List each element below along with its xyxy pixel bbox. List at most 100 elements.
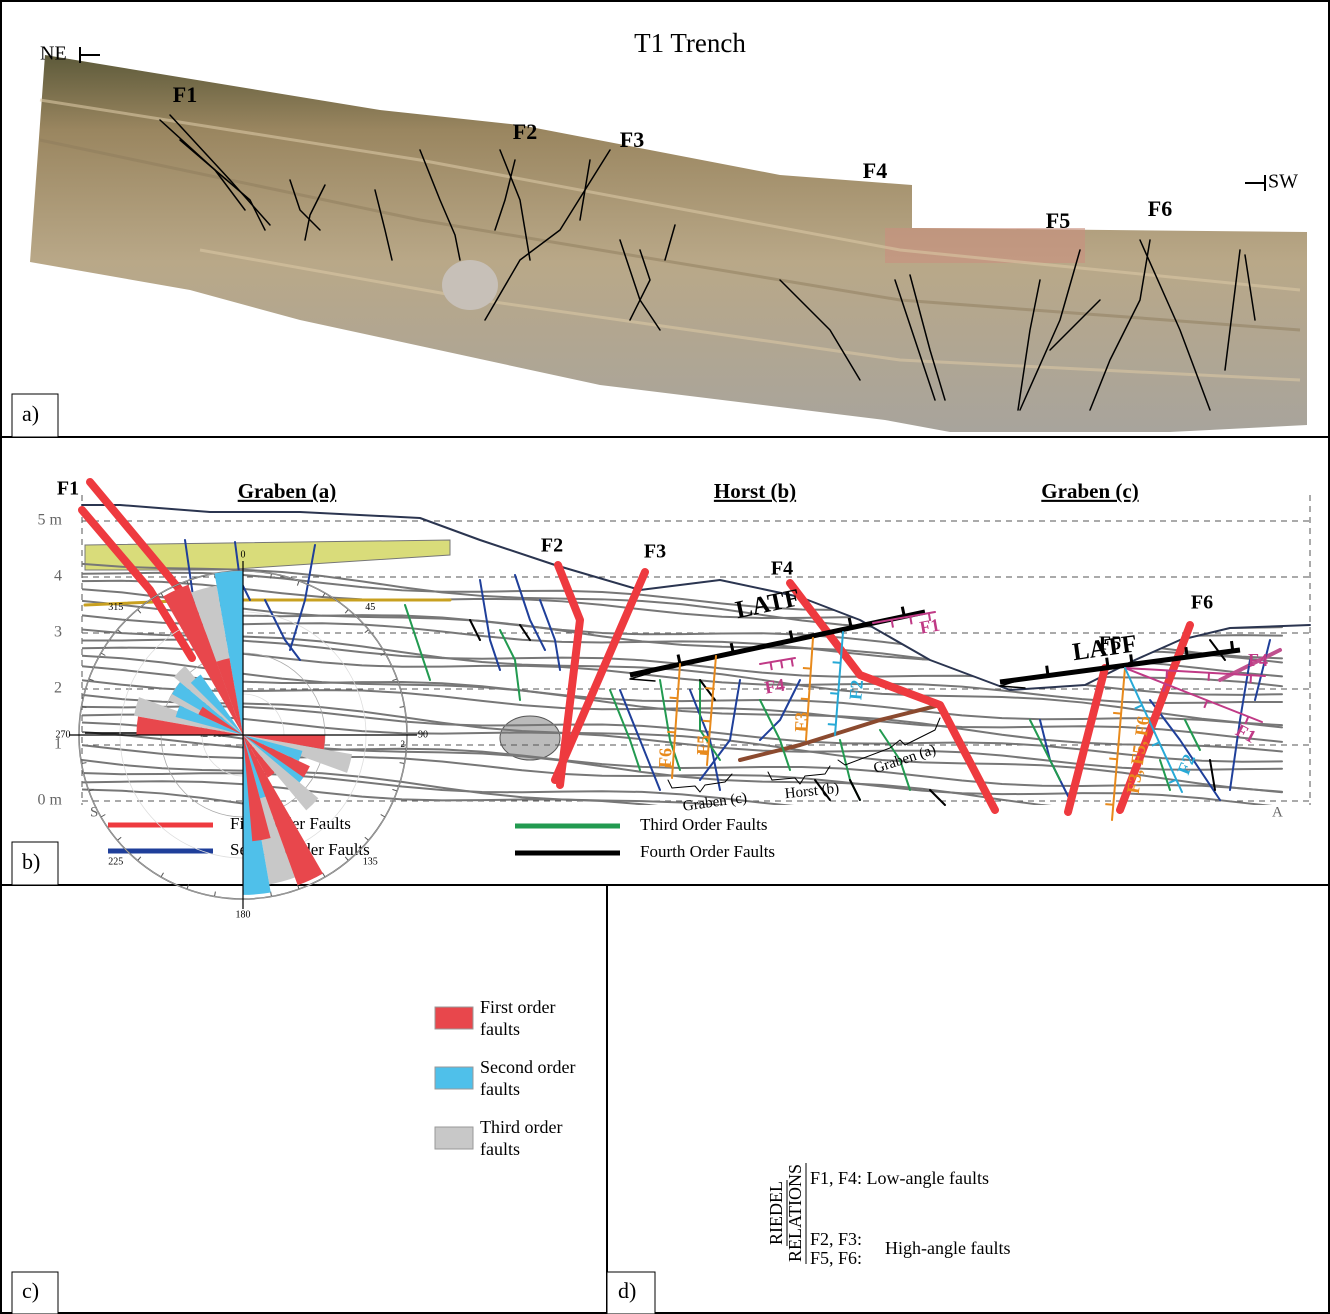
fault-tick: [892, 620, 893, 628]
radial-tick-label: 2: [401, 739, 406, 749]
depth-label: 2: [54, 680, 62, 697]
second-order-fault: [480, 580, 500, 670]
panel-label: d): [618, 1278, 636, 1303]
panel-label: a): [22, 401, 39, 426]
structure-label: Graben (c): [1041, 479, 1138, 503]
fault-tick: [703, 721, 711, 722]
fault-label: F1: [173, 82, 197, 107]
fault-label: F1: [918, 615, 941, 638]
zone-tick: [849, 618, 851, 628]
legend-swatch: [435, 1127, 473, 1149]
angle-tick-label: 315: [108, 602, 123, 613]
fault-tick: [830, 693, 838, 694]
depth-label: 0 m: [38, 792, 63, 809]
fault-label: F5: [1046, 208, 1070, 233]
section-end: S: [90, 804, 98, 820]
zone-tick: [1231, 641, 1232, 651]
zone-tick: [1186, 647, 1187, 657]
figure: T1 TrenchNESWF1F2F3F4F5F6a)0 m12345 mF1F…: [0, 0, 1330, 1314]
structure-label: Graben (c): [682, 790, 748, 815]
fault-tick: [792, 659, 793, 667]
riedel-text: High-angle faults: [885, 1238, 1010, 1258]
fault-label: F5: [693, 735, 714, 756]
fault-label: F6: [655, 748, 676, 769]
angle-tick: [297, 581, 299, 586]
zone-tick: [678, 655, 680, 665]
angle-tick: [381, 815, 385, 818]
zone-tick: [902, 607, 904, 617]
fault-tick: [803, 668, 811, 669]
fault-label: F6: [1191, 592, 1213, 614]
zone-tick: [1047, 666, 1048, 676]
angle-tick-label: 270: [56, 729, 71, 740]
zone-label: LATF: [1071, 630, 1139, 666]
fault-tick: [667, 732, 675, 733]
fault-tick: [1105, 804, 1113, 805]
angle-tick: [392, 679, 397, 681]
fault-tick: [910, 616, 911, 624]
fault-label: F2: [1173, 751, 1199, 777]
fault-label: F3: [791, 712, 812, 733]
section-end: SW: [1268, 171, 1298, 193]
angle-tick: [400, 763, 405, 764]
angle-tick: [101, 653, 105, 656]
fault-label: F3: [644, 541, 666, 563]
fault-tick: [1113, 713, 1121, 714]
angle-tick: [215, 892, 216, 897]
depth-label: 4: [54, 568, 62, 585]
fault-label: F4: [1248, 650, 1268, 670]
riedel-text: F5, F6:: [810, 1248, 862, 1268]
fault-tick: [771, 662, 772, 670]
legend-label: Second order faults: [480, 1056, 580, 1100]
page: T1 TrenchNESWF1F2F3F4F5F6a)0 m12345 mF1F…: [0, 0, 1330, 1314]
zone-tick: [731, 643, 733, 653]
riedel-text: F1, F4: Low-angle faults: [810, 1168, 989, 1188]
first-order-fault: [1068, 668, 1105, 812]
riedel-heading: RELATIONS: [785, 1164, 805, 1262]
section-end: NE: [40, 43, 67, 65]
depth-label: 5 m: [38, 512, 63, 529]
fault-label: F3: [620, 127, 644, 152]
second-order-fault: [540, 600, 560, 670]
angle-tick: [138, 609, 141, 613]
riedel-fault: [760, 658, 795, 664]
legend-item: First order faults: [480, 996, 605, 1046]
structure-label: Horst (b): [714, 479, 796, 503]
fault-label: F4: [863, 158, 887, 183]
riedel-heading: RIEDEL: [766, 1181, 786, 1245]
fault-tick: [705, 688, 713, 689]
angle-tick: [161, 873, 164, 877]
angle-tick: [138, 857, 141, 861]
angle-tick: [117, 837, 121, 840]
fault-label: F2: [541, 535, 563, 557]
fault-label: F2: [513, 119, 537, 144]
fault-tick: [670, 698, 678, 699]
angle-tick-label: 90: [418, 729, 428, 740]
structure-label: Graben (a): [238, 479, 337, 503]
fault-tick: [1204, 700, 1207, 707]
angle-tick: [345, 609, 348, 613]
legend-label: Third order faults: [480, 1116, 580, 1160]
legend-swatch: [435, 1007, 473, 1029]
fault-label: F1: [57, 478, 79, 500]
fault-label: F4: [771, 558, 793, 580]
angle-tick-label: 45: [365, 602, 375, 613]
panel-label: b): [22, 849, 40, 874]
fault-tick: [1135, 705, 1142, 708]
riedel-text: F2, F3:: [810, 1229, 862, 1249]
fault-label: F2: [845, 679, 867, 701]
angle-tick: [365, 630, 369, 633]
second-order-fault: [265, 600, 300, 660]
fault-tick: [828, 724, 836, 725]
legend-label: First order faults: [480, 996, 580, 1040]
legend-label: Third Order Faults: [640, 815, 767, 834]
angle-tick-label: 225: [108, 857, 123, 868]
angle-tick-label: 135: [363, 857, 378, 868]
fault-label: F6: [1148, 196, 1172, 221]
fault-tick: [1109, 759, 1117, 760]
fault-tick: [833, 662, 841, 663]
boulder: [442, 260, 498, 310]
zone-tick: [790, 631, 792, 641]
legend-label: Fourth Order Faults: [640, 842, 775, 861]
section-end: A: [1272, 804, 1283, 820]
